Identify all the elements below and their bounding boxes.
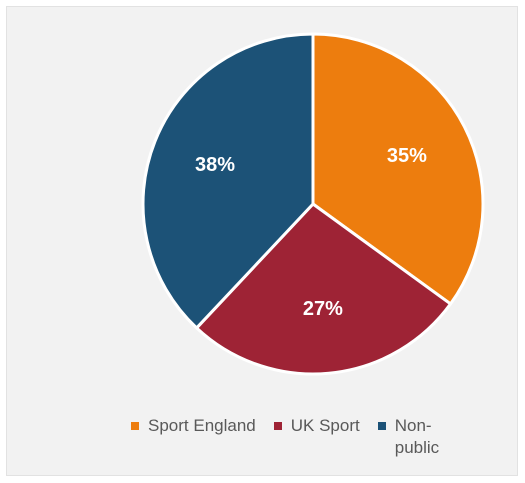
- pie-slice-non-public: [141, 32, 315, 330]
- chart-area: 35% 27% 38% Sport England UK Sport Non-pub…: [6, 6, 518, 476]
- legend-item-sport-england: Sport England: [131, 415, 256, 437]
- legend-label-uk-sport: UK Sport: [290, 416, 360, 435]
- legend-swatch-sport-england: [131, 422, 139, 430]
- data-label-sport-england: 35%: [387, 145, 427, 167]
- legend-swatch-uk-sport: [273, 422, 282, 430]
- pie-slice-uk-sport: [195, 202, 453, 376]
- data-label-uk-sport: 27%: [303, 298, 343, 320]
- pie-chart: 35% 27% 38%: [141, 32, 485, 376]
- legend-label-non-public: Non-public: [394, 416, 440, 457]
- data-label-non-public: 38%: [195, 154, 235, 176]
- legend-swatch-non-public: [377, 422, 386, 430]
- legend: Sport England UK Sport Non-public: [131, 415, 511, 459]
- legend-label-sport-england: Sport England: [148, 416, 256, 435]
- legend-item-non-public: Non-public: [377, 415, 443, 459]
- legend-item-uk-sport: UK Sport: [273, 415, 360, 437]
- pie-slice-sport-england: [311, 32, 485, 306]
